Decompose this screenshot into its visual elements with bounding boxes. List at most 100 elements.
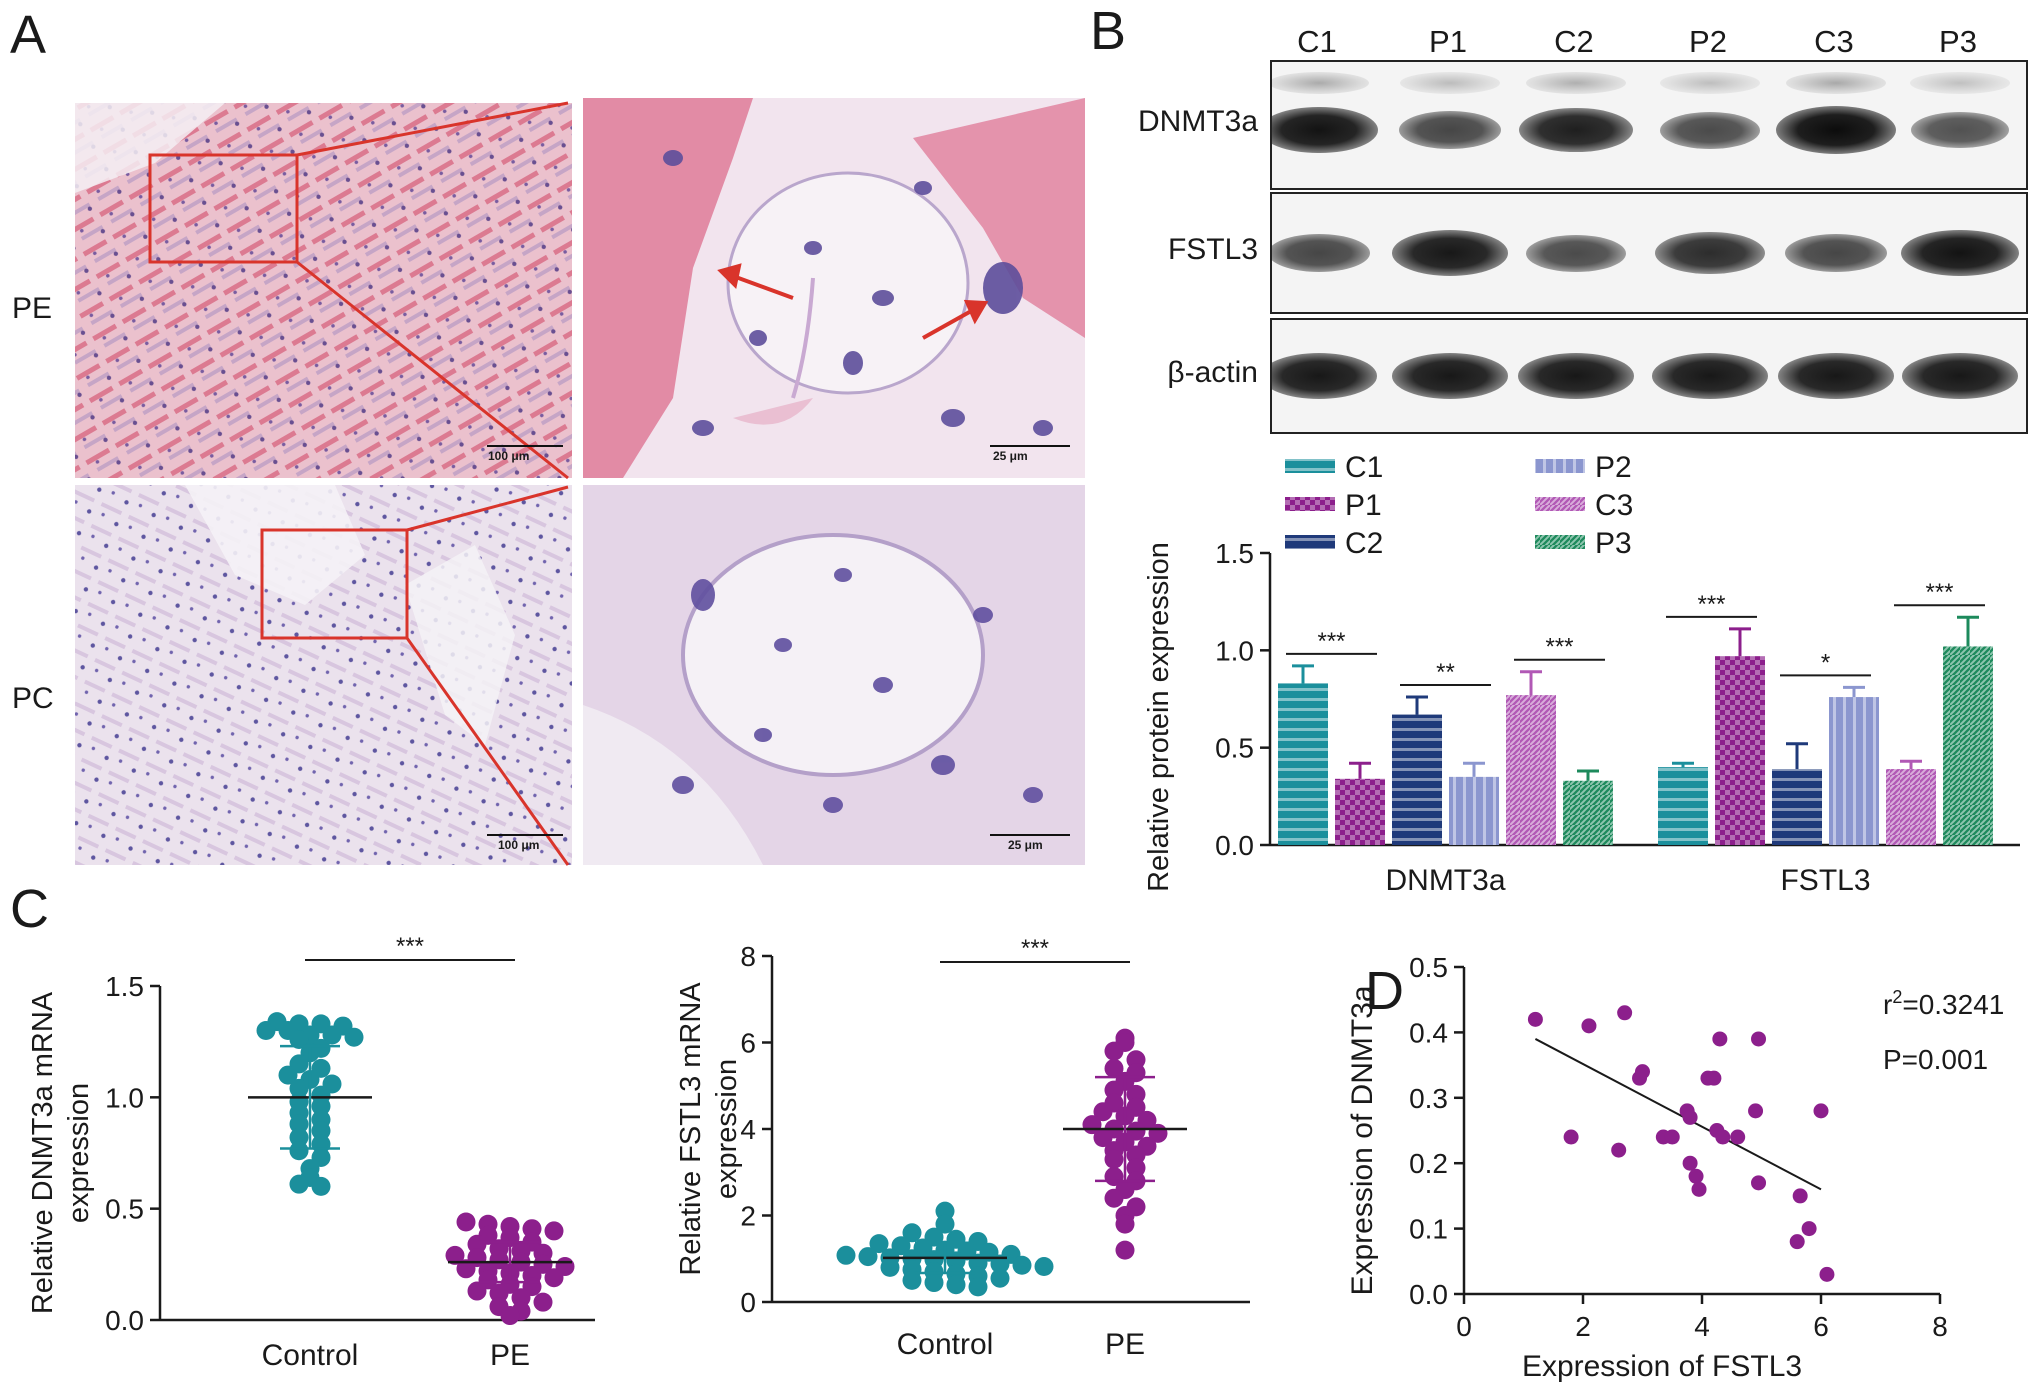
y-axis-label-line: Relative FSTL3 mRNA	[675, 982, 707, 1276]
y-tick-label: 0.3	[1409, 1083, 1448, 1114]
x-category-label: PE	[490, 1339, 530, 1372]
bar-p3-fstl3	[1943, 646, 1993, 845]
histology-pc-low-texture	[75, 485, 572, 865]
blot-band	[1660, 111, 1760, 149]
y-tick-label: 0.2	[1409, 1148, 1448, 1179]
blot-band	[1785, 233, 1887, 273]
blot-band	[1392, 230, 1508, 276]
legend-label-c3: C3	[1595, 489, 1633, 522]
scale-bar-label-pe-high: 25 μm	[993, 449, 1028, 463]
data-point-control	[869, 1234, 889, 1254]
y-tick-label: 0.5	[1215, 733, 1254, 764]
data-point-control	[968, 1277, 988, 1297]
data-point-control	[891, 1236, 911, 1256]
data-point-pe	[522, 1219, 542, 1239]
bar-c1-dnmt3a	[1278, 683, 1328, 845]
scale-bar-label-pe-low: 100 μm	[488, 449, 530, 463]
y-tick-label: 0.0	[1215, 830, 1254, 861]
x-category-label: Control	[262, 1339, 359, 1372]
blot-lane-label-c2: C2	[1554, 24, 1594, 59]
data-point-control	[935, 1214, 955, 1234]
data-point	[1813, 1103, 1829, 1119]
data-point-control	[322, 1025, 342, 1045]
data-point-pe	[456, 1212, 476, 1232]
y-tick-label: 1.5	[1215, 538, 1254, 569]
data-point-control	[990, 1254, 1010, 1274]
legend-label-c1: C1	[1345, 455, 1383, 484]
data-point	[1751, 1175, 1767, 1191]
data-point	[1617, 1005, 1633, 1021]
data-point-control	[902, 1223, 922, 1243]
data-point	[1801, 1221, 1817, 1237]
data-point-control	[289, 1114, 309, 1134]
scale-bar-pe-high	[990, 445, 1070, 447]
y-axis-label-line: expression	[63, 1083, 95, 1223]
data-point	[1527, 1011, 1543, 1027]
data-point	[1730, 1129, 1746, 1145]
histology-pe-high-mag	[583, 98, 1085, 478]
p-value-label: P=0.001	[1883, 1044, 1988, 1075]
histology-pc-high-mag	[583, 485, 1085, 865]
blot-band-upper	[1660, 72, 1760, 94]
x-category-label: FSTL3	[1780, 864, 1870, 897]
data-point	[1664, 1129, 1680, 1145]
y-axis-label: Relative DNMT3a mRNA expression	[27, 991, 95, 1314]
data-point	[1688, 1168, 1704, 1184]
y-tick-label: 4	[740, 1114, 756, 1145]
legend-swatch-p2	[1535, 459, 1585, 473]
data-point-control	[946, 1275, 966, 1295]
legend-label-p2: P2	[1595, 455, 1632, 484]
data-point-pe	[1093, 1128, 1113, 1148]
blot-band-upper	[1400, 72, 1500, 94]
y-axis-label: Expression of DNMT3a	[1346, 985, 1379, 1295]
blot-row-label-2: β-actin	[1167, 356, 1258, 389]
y-axis-label-line: expression	[711, 1059, 743, 1199]
y-tick-label: 6	[740, 1028, 756, 1059]
data-point-control	[880, 1257, 900, 1277]
y-tick-label: 0.5	[1409, 952, 1448, 983]
y-tick-label: 0.0	[1409, 1279, 1448, 1310]
blot-band-upper	[1526, 72, 1626, 94]
scale-bar-pe-low	[487, 445, 563, 447]
data-point-pe	[1104, 1188, 1124, 1208]
significance-label: ***	[1697, 591, 1725, 618]
bar-p1-dnmt3a	[1335, 778, 1385, 845]
data-point-pe	[544, 1221, 564, 1241]
r-squared-label: r2=0.3241	[1883, 987, 2004, 1020]
y-tick-label: 2	[740, 1201, 756, 1232]
dnmt3a-mrna-dot-plot: 0.0 0.5 1.0 1.5 Relative DNMT3a mRNA expressi…	[27, 933, 595, 1372]
zoom-indicators	[148, 101, 570, 866]
bar-p2-fstl3	[1829, 697, 1879, 845]
correlation-scatter-plot: 0.0 0.1 0.2 0.3 0.4 0.5 0 2 4 6 8 Expression of FST…	[1346, 952, 2004, 1383]
blot-band	[1519, 107, 1633, 153]
data-point-control	[1034, 1257, 1054, 1277]
data-point-pe	[1093, 1102, 1113, 1122]
data-point-control	[289, 1078, 309, 1098]
data-point-control	[344, 1027, 364, 1047]
y-tick-label: 1.0	[1215, 635, 1254, 666]
y-tick-label: 0.1	[1409, 1214, 1448, 1245]
data-point	[1706, 1070, 1722, 1086]
blot-band	[1272, 233, 1370, 273]
protein-expression-bar-chart: 0.0 0.5 1.0 1.5 Relative protein expression D…	[1143, 455, 2020, 897]
blot-band-upper	[1272, 72, 1369, 94]
data-point-pe	[533, 1292, 553, 1312]
fstl3-mrna-dot-plot: 0 2 4 6 8 Relative FSTL3 mRNA expression Contro…	[675, 935, 1250, 1361]
legend-swatch-c1	[1285, 459, 1335, 473]
data-point	[1611, 1142, 1627, 1158]
blot-band	[1392, 353, 1508, 399]
bar-c1-fstl3	[1658, 767, 1708, 845]
y-tick-label: 1.0	[105, 1082, 144, 1113]
arrow-annotations	[717, 263, 989, 340]
data-point-control	[289, 1127, 309, 1147]
panel-label-b: B	[1090, 1, 1127, 61]
bar-p3-dnmt3a	[1563, 780, 1613, 845]
data-point-control	[278, 1065, 298, 1085]
blot-band	[1272, 106, 1378, 154]
significance-label: ***	[396, 933, 424, 960]
data-point-control	[990, 1268, 1010, 1288]
bar-c3-dnmt3a	[1506, 695, 1556, 845]
significance-label: ***	[1925, 579, 1953, 606]
significance-label: ***	[1545, 634, 1573, 661]
data-point	[1715, 1129, 1731, 1145]
